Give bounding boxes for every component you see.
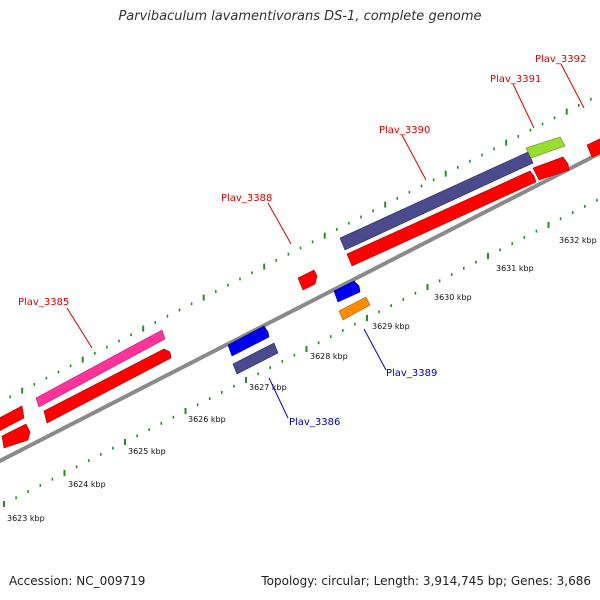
scale-label-3624: 3624 kbp bbox=[68, 480, 106, 489]
gene-label-plav-3385[interactable]: Plav_3385 bbox=[18, 297, 69, 308]
callout-line-plav-3390 bbox=[401, 134, 427, 181]
accession-text: Accession: NC_009719 bbox=[9, 574, 146, 588]
gene-arrow-lime[interactable] bbox=[525, 136, 566, 159]
scale-ticks bbox=[3, 97, 598, 507]
gene-arrow-red[interactable] bbox=[586, 136, 600, 158]
gene-arrow-red[interactable] bbox=[297, 269, 318, 291]
gene-arrow-blue[interactable] bbox=[333, 280, 361, 303]
gene-label-plav-3389[interactable]: Plav_3389 bbox=[386, 368, 437, 379]
scale-label-3623: 3623 kbp bbox=[7, 514, 45, 523]
gene-arrow-magenta[interactable] bbox=[35, 329, 166, 408]
scale-label-3625: 3625 kbp bbox=[128, 447, 166, 456]
gene-label-plav-3391[interactable]: Plav_3391 bbox=[490, 74, 541, 85]
gene-arrow-red[interactable] bbox=[0, 405, 25, 436]
genome-backbone bbox=[0, 150, 600, 464]
scale-label-3632: 3632 kbp bbox=[559, 236, 597, 245]
gene-arrow-orange[interactable] bbox=[338, 296, 371, 321]
gene-arrow-blue[interactable] bbox=[227, 325, 270, 357]
callout-line-plav-3385 bbox=[66, 307, 93, 349]
gene-arrow-red[interactable] bbox=[43, 348, 172, 424]
gene-arrow-slate[interactable] bbox=[339, 151, 534, 251]
callout-line-plav-3386 bbox=[268, 377, 289, 419]
scale-label-3629: 3629 kbp bbox=[372, 322, 410, 331]
gene-label-plav-3390[interactable]: Plav_3390 bbox=[379, 125, 430, 136]
scale-label-3631: 3631 kbp bbox=[496, 264, 534, 273]
gene-label-plav-3392[interactable]: Plav_3392 bbox=[535, 54, 586, 65]
gene-arrow-red[interactable] bbox=[1, 423, 31, 449]
genome-summary-text: Topology: circular; Length: 3,914,745 bp… bbox=[261, 574, 591, 588]
scale-label-3630: 3630 kbp bbox=[434, 293, 472, 302]
gene-arrow-red[interactable] bbox=[346, 170, 537, 267]
gene-arrow-slate[interactable] bbox=[232, 342, 279, 375]
callout-line-plav-3392 bbox=[560, 63, 585, 109]
callout-line-plav-3391 bbox=[512, 83, 535, 129]
scale-label-3627: 3627 kbp bbox=[249, 383, 287, 392]
callout-line-plav-3388 bbox=[267, 202, 292, 245]
callout-line-plav-3389 bbox=[363, 328, 387, 371]
gene-label-plav-3386[interactable]: Plav_3386 bbox=[289, 417, 340, 428]
scale-label-3628: 3628 kbp bbox=[310, 352, 348, 361]
map-title: Parvibaculum lavamentivorans DS-1, compl… bbox=[118, 9, 482, 24]
gene-arrow-red[interactable] bbox=[532, 156, 570, 181]
scale-label-3626: 3626 kbp bbox=[188, 415, 226, 424]
gene-label-plav-3388[interactable]: Plav_3388 bbox=[221, 193, 272, 204]
